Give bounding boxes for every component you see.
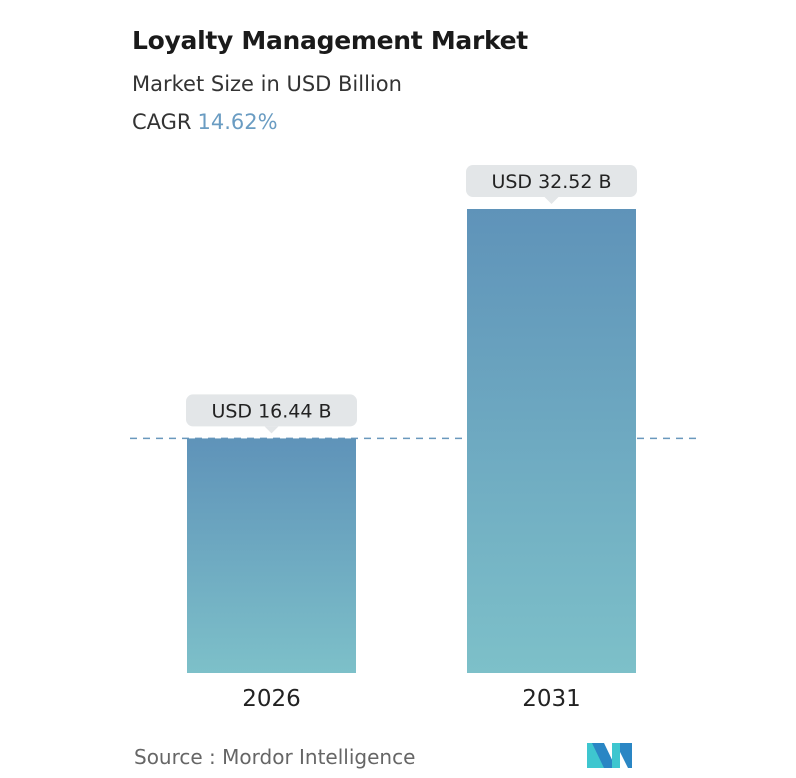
data-label-bg <box>186 394 357 427</box>
x-tick-label: 2031 <box>522 686 581 712</box>
cagr: CAGR 14.62% <box>132 110 278 134</box>
bar-2026 <box>187 438 356 673</box>
data-label: USD 16.44 B <box>211 400 331 422</box>
data-label-pointer <box>544 197 559 204</box>
data-label-bg <box>466 165 637 197</box>
data-label: USD 32.52 B <box>491 171 611 193</box>
cagr-label: CAGR <box>132 110 192 134</box>
data-label-pointer <box>264 426 279 434</box>
cagr-value: 14.62% <box>197 110 278 134</box>
chart-subtitle: Market Size in USD Billion <box>132 72 402 96</box>
x-tick-label: 2026 <box>242 686 301 712</box>
bar-2031 <box>467 209 636 673</box>
source-text: Source : Mordor Intelligence <box>134 745 416 769</box>
chart-title: Loyalty Management Market <box>132 26 528 55</box>
